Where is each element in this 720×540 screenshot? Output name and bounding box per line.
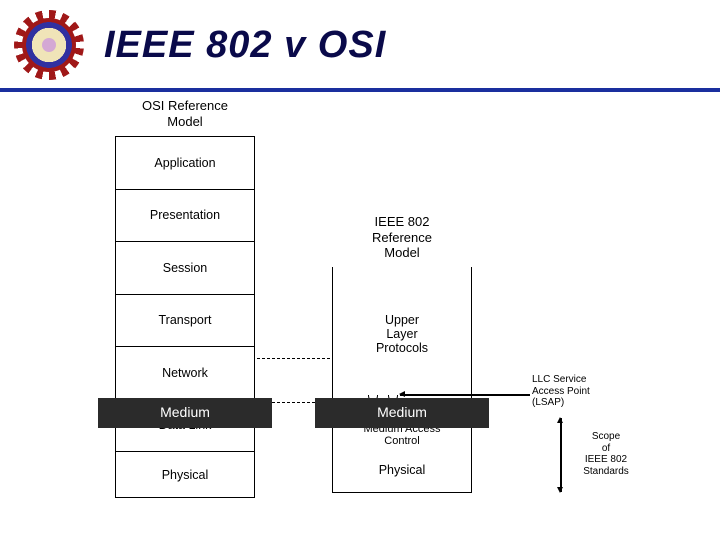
osi-stack: Application Presentation Session Transpo… <box>115 136 255 498</box>
map-dash-upper <box>257 358 330 359</box>
ieee-header: IEEE 802 Reference Model <box>332 214 472 261</box>
scope-arrow <box>560 418 562 492</box>
scope-label: Scope of IEEE 802 Standards <box>576 431 636 477</box>
osi-layer-session: Session <box>116 242 254 295</box>
slide-header: IEEE 802 v OSI <box>0 0 720 92</box>
osi-header: OSI Reference Model <box>115 98 255 129</box>
lsap-label: LLC Service Access Point (LSAP) <box>532 374 612 409</box>
osi-layer-network: Network <box>116 347 254 400</box>
university-logo <box>14 10 84 80</box>
ieee-medium-final: Medium <box>315 398 489 428</box>
osi-layer-application: Application <box>116 137 254 190</box>
osi-layer-physical: Physical <box>116 452 254 497</box>
ieee-physical: Physical <box>333 448 471 492</box>
slide-title: IEEE 802 v OSI <box>104 24 386 67</box>
osi-layer-presentation: Presentation <box>116 190 254 243</box>
lsap-arrow <box>400 394 530 396</box>
comparison-diagram: OSI Reference Model Application Presenta… <box>0 96 720 540</box>
osi-layer-transport: Transport <box>116 295 254 348</box>
ieee-upper-layer: Upper Layer Protocols <box>333 267 471 402</box>
osi-medium-final: Medium <box>98 398 272 428</box>
ieee-physical-box: Physical <box>332 448 472 493</box>
